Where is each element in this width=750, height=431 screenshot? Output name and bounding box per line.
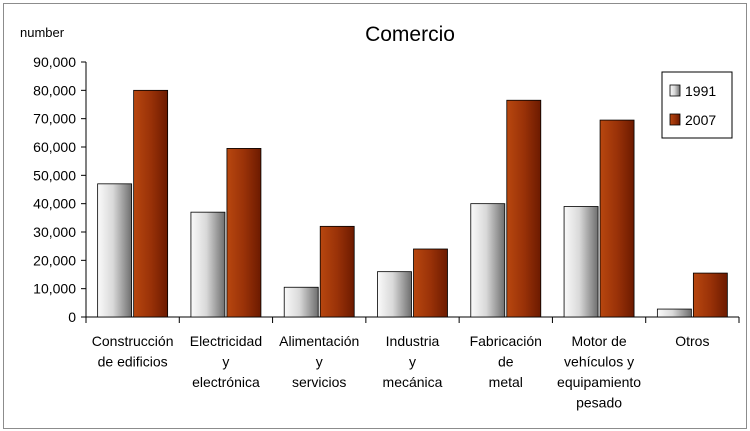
bar-1991 xyxy=(283,286,319,318)
legend-label-2007: 2007 xyxy=(685,112,716,128)
x-category-label: pesado xyxy=(576,395,622,411)
y-axis-label: number xyxy=(20,25,65,40)
x-category-label: metal xyxy=(489,374,523,390)
bar-chart: Comercio number 0 10,000 20,000 30,000 40,00… xyxy=(20,23,740,411)
y-tick-label: 30,000 xyxy=(33,224,76,240)
bar-1991 xyxy=(97,183,133,318)
x-category-label: mecánica xyxy=(383,374,443,390)
x-category-label: Industria xyxy=(386,333,440,349)
y-tick-label: 40,000 xyxy=(33,196,76,212)
legend-box xyxy=(661,71,733,139)
bar-2007 xyxy=(506,99,542,318)
y-tick-label: 50,000 xyxy=(33,167,76,183)
bar-2007 xyxy=(599,119,635,318)
x-category-label: Construcción xyxy=(92,333,174,349)
y-tick-label: 0 xyxy=(68,309,76,325)
bar-1991 xyxy=(377,271,412,318)
y-tick-label: 90,000 xyxy=(33,54,76,70)
bar-1991 xyxy=(190,211,226,318)
bar-2007 xyxy=(692,272,728,318)
y-tick-label: 10,000 xyxy=(33,281,76,297)
x-category-label: y xyxy=(316,354,323,370)
y-tick-label: 80,000 xyxy=(33,82,76,98)
bar-1991 xyxy=(563,206,599,318)
x-category-label: Alimentación xyxy=(279,333,359,349)
y-tick-label: 20,000 xyxy=(33,252,76,268)
bar-2007 xyxy=(319,225,355,318)
legend-swatch-2007 xyxy=(669,113,681,126)
bar-2007 xyxy=(133,89,169,318)
plot-area: 0 10,000 20,000 30,000 40,000 50,000 60,000 70,… xyxy=(33,54,740,411)
x-category-label: Electricidad xyxy=(190,333,262,349)
x-category-label: electrónica xyxy=(192,374,260,390)
bar-1991 xyxy=(656,308,692,318)
y-tick-label: 60,000 xyxy=(33,139,76,155)
x-category-label: Fabricación xyxy=(470,333,542,349)
legend: 1991 2007 xyxy=(661,71,733,139)
bar-1991 xyxy=(470,203,506,318)
x-category-label: vehículos y xyxy=(564,354,634,370)
x-category-label: Motor de xyxy=(571,333,626,349)
x-category-label: de edificios xyxy=(98,354,168,370)
bar-2007 xyxy=(413,248,448,318)
legend-label-1991: 1991 xyxy=(685,83,716,99)
chart-title: Comercio xyxy=(365,23,455,46)
x-category-label: y xyxy=(222,354,229,370)
x-category-label: de xyxy=(498,354,514,370)
legend-swatch-1991 xyxy=(669,84,681,97)
x-category-label: Otros xyxy=(675,333,709,349)
x-category-label: servicios xyxy=(292,374,346,390)
bar-2007 xyxy=(226,148,262,318)
y-tick-label: 70,000 xyxy=(33,111,76,127)
chart-frame: Comercio number 0 10,000 20,000 30,000 40,00… xyxy=(3,3,747,429)
x-category-label: y xyxy=(409,354,416,370)
x-category-label: equipamiento xyxy=(557,374,641,390)
